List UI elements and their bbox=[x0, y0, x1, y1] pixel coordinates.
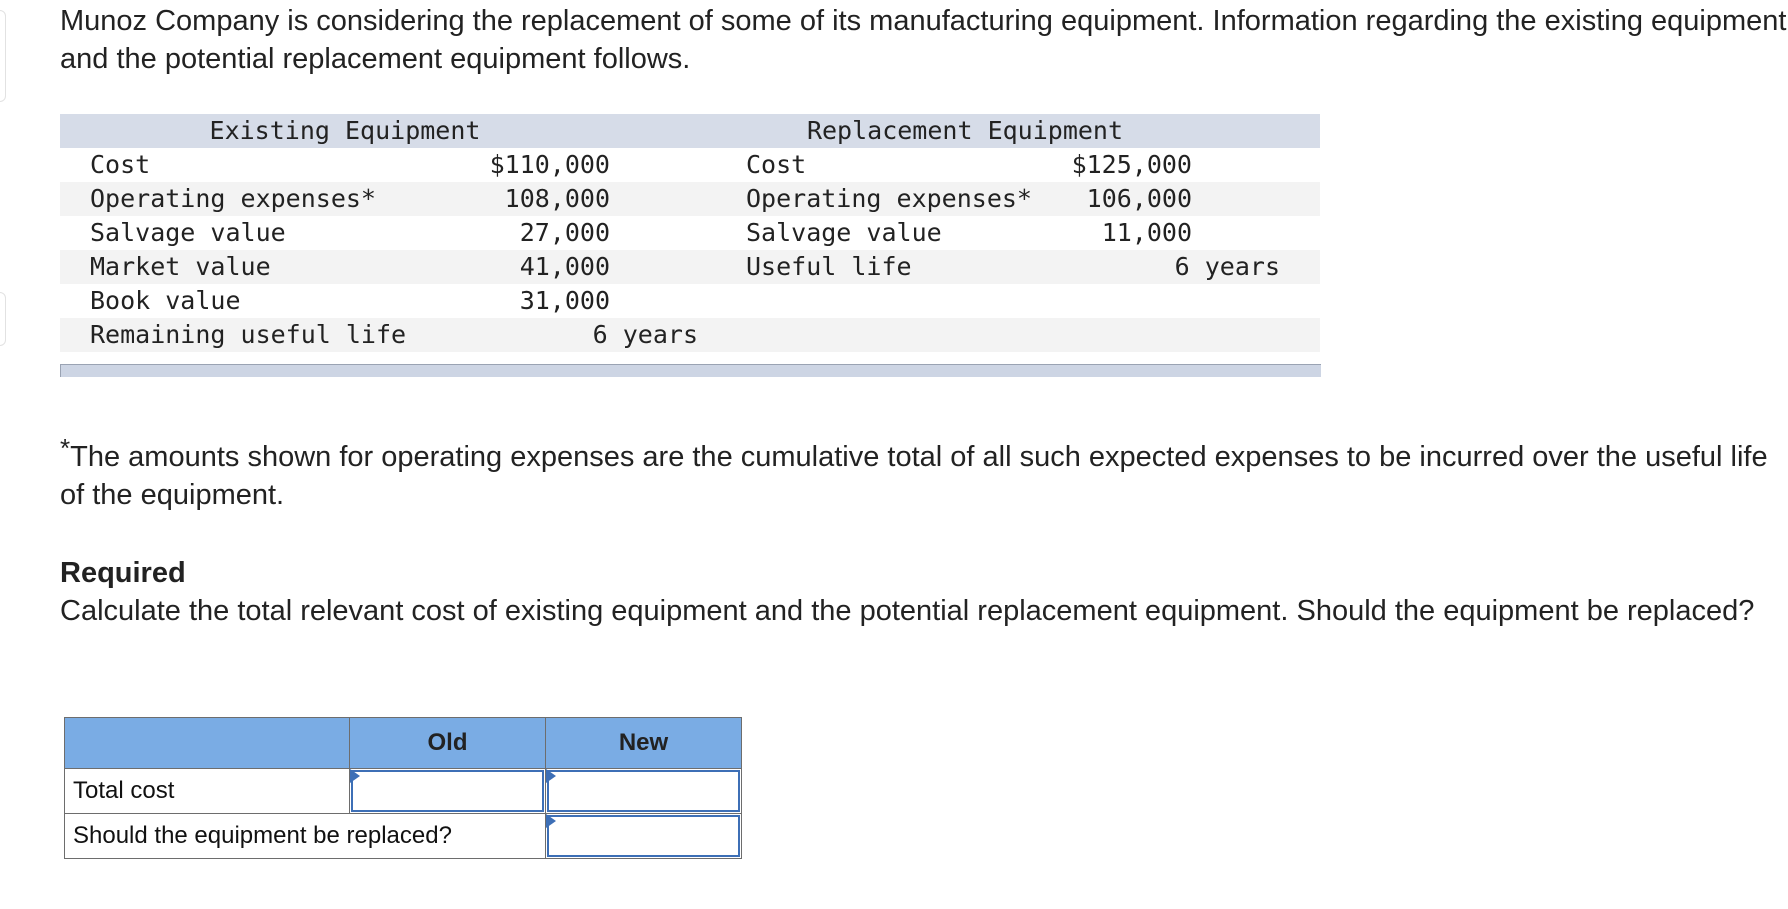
existing-value: 6 years bbox=[592, 320, 698, 349]
replacement-label: Useful life bbox=[746, 252, 912, 281]
existing-value: 108,000 bbox=[504, 184, 610, 213]
answer-header-row: Old New bbox=[64, 717, 742, 769]
left-edge-panel bbox=[0, 10, 6, 102]
replace-decision-row: Should the equipment be replaced? bbox=[64, 813, 742, 859]
footnote-text: The amounts shown for operating expenses… bbox=[60, 441, 1768, 511]
total-cost-old-box bbox=[351, 770, 544, 812]
total-cost-new-cell bbox=[545, 768, 742, 814]
input-marker-icon bbox=[350, 769, 360, 783]
left-edge-panel bbox=[0, 292, 6, 346]
total-cost-new-input[interactable] bbox=[549, 772, 738, 810]
answer-table: Old New Total cost Should the equipment … bbox=[64, 717, 742, 859]
total-cost-old-cell bbox=[349, 768, 546, 814]
replacement-value: 6 years bbox=[1174, 252, 1280, 281]
existing-label: Salvage value bbox=[90, 218, 286, 247]
stripe-row bbox=[60, 182, 1320, 216]
total-cost-new-box bbox=[547, 770, 740, 812]
existing-value: 31,000 bbox=[519, 286, 610, 315]
equipment-table-header-band bbox=[60, 114, 1320, 148]
total-cost-old-input[interactable] bbox=[353, 772, 542, 810]
existing-value: $110,000 bbox=[489, 150, 610, 179]
replacement-label: Cost bbox=[746, 150, 807, 179]
intro-paragraph: Munoz Company is considering the replace… bbox=[60, 5, 1787, 75]
existing-label: Operating expenses* bbox=[90, 184, 376, 213]
stripe-row bbox=[60, 318, 1320, 352]
equipment-table: Existing Equipment Replacement Equipment… bbox=[60, 114, 1321, 379]
answer-header-blank bbox=[64, 717, 350, 769]
required-title: Required bbox=[60, 557, 186, 589]
total-cost-label: Total cost bbox=[64, 768, 350, 814]
existing-label: Market value bbox=[90, 252, 271, 281]
replace-decision-box bbox=[547, 815, 740, 857]
replacement-value: 106,000 bbox=[1086, 184, 1192, 213]
existing-value: 41,000 bbox=[519, 252, 610, 281]
required-instructions: Calculate the total relevant cost of exi… bbox=[60, 595, 1755, 627]
replace-decision-cell bbox=[545, 813, 742, 859]
answer-header-new: New bbox=[545, 717, 742, 769]
existing-label: Book value bbox=[90, 286, 241, 315]
stripe-row bbox=[60, 250, 1320, 284]
replace-decision-input[interactable] bbox=[549, 817, 738, 855]
replacement-label: Operating expenses* bbox=[746, 184, 1032, 213]
existing-value: 27,000 bbox=[519, 218, 610, 247]
footnote-mark: * bbox=[60, 433, 71, 463]
input-marker-icon bbox=[546, 814, 556, 828]
existing-label: Remaining useful life bbox=[90, 320, 407, 349]
existing-equipment-heading: Existing Equipment bbox=[209, 116, 481, 145]
input-marker-icon bbox=[546, 769, 556, 783]
answer-header-old: Old bbox=[349, 717, 546, 769]
existing-label: Cost bbox=[90, 150, 151, 179]
replacement-value: $125,000 bbox=[1071, 150, 1192, 179]
footnote: *The amounts shown for operating expense… bbox=[60, 435, 1788, 514]
replacement-value: 11,000 bbox=[1101, 218, 1192, 247]
replace-decision-label: Should the equipment be replaced? bbox=[64, 813, 546, 859]
replacement-equipment-heading: Replacement Equipment bbox=[806, 116, 1124, 145]
equipment-table-footer-band bbox=[60, 364, 1321, 377]
total-cost-row: Total cost bbox=[64, 768, 742, 814]
replacement-label: Salvage value bbox=[746, 218, 942, 247]
